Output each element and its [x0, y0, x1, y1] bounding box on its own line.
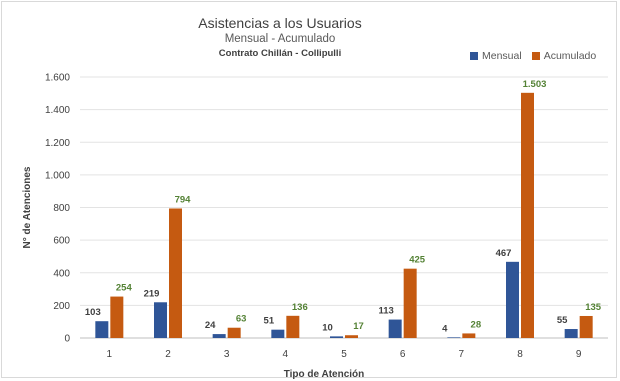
data-label-acumulado: 28 [471, 319, 482, 330]
x-tick-label: 7 [459, 349, 465, 360]
x-tick-label: 4 [283, 349, 289, 360]
x-tick-label: 9 [576, 349, 582, 360]
y-tick-label: 0 [64, 334, 70, 345]
bar-acumulado [227, 327, 241, 338]
legend-swatch-mensual [470, 52, 478, 60]
legend-item-acumulado: Acumulado [531, 50, 597, 62]
bar-mensual [388, 319, 402, 338]
y-tick-label: 1.200 [45, 138, 70, 149]
data-label-acumulado: 425 [409, 255, 426, 266]
y-tick-label: 200 [53, 301, 70, 312]
y-tick-label: 800 [53, 203, 70, 214]
x-axis-label: Tipo de Atención [284, 369, 365, 380]
data-label-mensual: 24 [205, 320, 216, 331]
x-tick-label: 3 [224, 349, 230, 360]
legend-label-acumulado: Acumulado [543, 50, 597, 62]
data-label-acumulado: 254 [116, 283, 133, 294]
data-label-mensual: 219 [144, 288, 160, 299]
data-label-mensual: 103 [85, 307, 101, 318]
data-label-mensual: 113 [379, 306, 394, 317]
x-tick-label: 8 [517, 349, 523, 360]
bar-acumulado [462, 333, 476, 338]
bar-acumulado [403, 268, 417, 338]
bar-mensual [271, 329, 285, 338]
y-tick-label: 1.000 [45, 170, 70, 181]
data-label-mensual: 51 [264, 316, 275, 327]
x-tick-label: 5 [341, 349, 347, 360]
y-tick-label: 600 [53, 236, 70, 247]
bar-mensual [212, 334, 226, 338]
bar-mensual [95, 321, 109, 338]
y-tick-label: 1.600 [45, 73, 70, 84]
chart-subtitle: Mensual - Acumulado [224, 33, 336, 45]
bar-mensual [506, 261, 519, 338]
y-tick-label: 400 [53, 268, 70, 279]
x-tick-label: 1 [107, 349, 113, 360]
bar-acumulado [286, 315, 300, 338]
bar-mensual [564, 329, 578, 338]
data-label-mensual: 467 [496, 248, 512, 259]
bar-acumulado [579, 315, 593, 338]
chart-legend: Mensual Acumulado [470, 50, 596, 62]
data-label-acumulado: 63 [236, 314, 247, 325]
x-tick-label: 2 [165, 349, 171, 360]
legend-label-mensual: Mensual [482, 50, 522, 62]
data-label-acumulado: 17 [353, 321, 364, 332]
data-label-acumulado: 136 [292, 302, 308, 313]
data-label-acumulado: 794 [175, 194, 192, 205]
legend-swatch-acumulado [531, 52, 540, 60]
y-axis-label: N° de Atenciones [22, 166, 33, 248]
data-label-mensual: 4 [442, 323, 448, 334]
bar-mensual [447, 337, 461, 338]
bar-acumulado [169, 208, 182, 338]
bar-mensual [154, 302, 167, 338]
bar-acumulado [345, 335, 358, 338]
chart-subtitle-contract: Contrato Chillán - Collipulli [218, 48, 342, 59]
x-tick-label: 6 [400, 349, 406, 360]
bar-acumulado [521, 92, 534, 339]
bar-mensual [330, 336, 343, 338]
bar-acumulado [110, 296, 124, 338]
chart-title: Asistencias a los Usuarios [198, 15, 362, 31]
data-label-acumulado: 135 [585, 302, 602, 313]
y-tick-label: 1.400 [45, 105, 70, 116]
data-label-mensual: 55 [557, 315, 568, 326]
data-label-mensual: 10 [322, 322, 333, 333]
legend-item-mensual: Mensual [470, 50, 522, 62]
data-label-acumulado: 1.503 [523, 79, 547, 90]
